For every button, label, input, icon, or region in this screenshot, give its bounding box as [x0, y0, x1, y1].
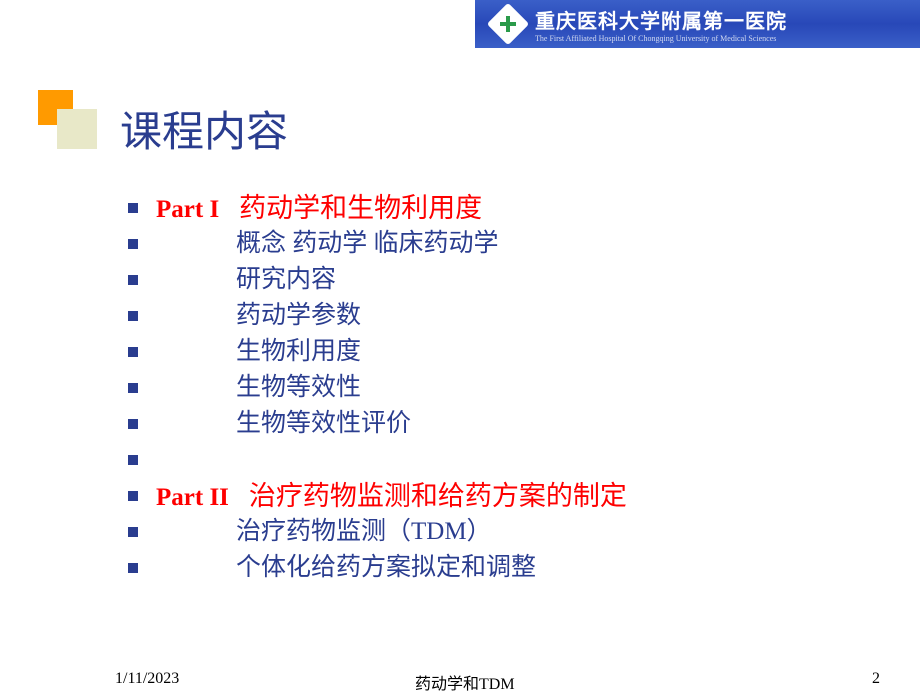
bullet-icon — [128, 383, 138, 393]
part-title: 治疗药物监测和给药方案的制定 — [249, 478, 627, 514]
hospital-logo-icon — [487, 3, 529, 45]
bullet-icon — [128, 419, 138, 429]
footer-date: 1/11/2023 — [115, 670, 179, 688]
bullet-icon — [128, 239, 138, 249]
bullet-icon — [128, 491, 138, 501]
bullet-icon — [128, 527, 138, 537]
list-item-sub: 生物利用度 — [128, 334, 627, 370]
sub-item-text: 药动学参数 — [236, 298, 361, 334]
sub-item-text: 生物等效性 — [236, 370, 361, 406]
part-label: Part I — [156, 192, 219, 228]
sub-item-text: 研究内容 — [236, 262, 336, 298]
bullet-icon — [128, 311, 138, 321]
list-item-part: Part I 药动学和生物利用度 — [128, 190, 627, 226]
bullet-icon — [128, 347, 138, 357]
banner-subtitle: The First Affiliated Hospital Of Chongqi… — [535, 34, 787, 43]
banner-title: 重庆医科大学附属第一医院 — [535, 5, 787, 34]
hospital-banner: 重庆医科大学附属第一医院 The First Affiliated Hospit… — [475, 0, 920, 48]
list-item-sub: 生物等效性评价 — [128, 406, 627, 442]
part-label: Part II — [156, 480, 229, 516]
footer-page-number: 2 — [872, 670, 880, 688]
bullet-icon — [128, 563, 138, 573]
list-item-sub: 个体化给药方案拟定和调整 — [128, 550, 627, 586]
list-item-sub: 药动学参数 — [128, 298, 627, 334]
sub-item-text: 生物利用度 — [236, 334, 361, 370]
list-item-part: Part II 治疗药物监测和给药方案的制定 — [128, 478, 627, 514]
list-item-sub: 研究内容 — [128, 262, 627, 298]
sub-item-text: 个体化给药方案拟定和调整 — [236, 550, 536, 586]
decoration-box-beige — [57, 109, 97, 149]
part-title: 药动学和生物利用度 — [239, 190, 482, 226]
list-item-sub: 概念 药动学 临床药动学 — [128, 226, 627, 262]
slide-title: 课程内容 — [120, 98, 288, 159]
sub-item-text: 概念 药动学 临床药动学 — [236, 226, 499, 262]
bullet-icon — [128, 455, 138, 465]
content-list: Part I 药动学和生物利用度 概念 药动学 临床药动学 研究内容 药动学参数… — [128, 190, 627, 586]
sub-item-text: 治疗药物监测（TDM） — [236, 514, 492, 550]
sub-item-text: 生物等效性评价 — [236, 406, 411, 442]
bullet-icon — [128, 275, 138, 285]
list-item-empty — [128, 442, 627, 478]
bullet-icon — [128, 203, 138, 213]
footer-title: 药动学和TDM — [415, 670, 515, 694]
list-item-sub: 治疗药物监测（TDM） — [128, 514, 627, 550]
banner-text-group: 重庆医科大学附属第一医院 The First Affiliated Hospit… — [535, 5, 787, 43]
list-item-sub: 生物等效性 — [128, 370, 627, 406]
